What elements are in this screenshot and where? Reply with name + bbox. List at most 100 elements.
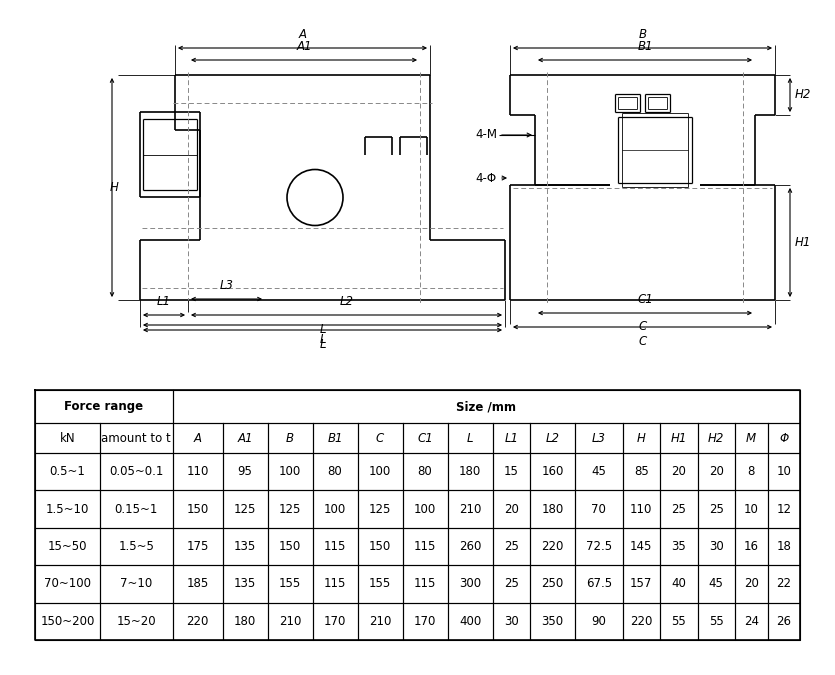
Text: 1.5~10: 1.5~10 — [46, 503, 89, 516]
Text: 125: 125 — [279, 503, 301, 516]
Text: 67.5: 67.5 — [585, 577, 612, 591]
Text: B1: B1 — [637, 40, 653, 53]
Text: A1: A1 — [296, 40, 311, 53]
Text: 70~100: 70~100 — [44, 577, 91, 591]
Text: 24: 24 — [744, 615, 759, 628]
Text: L: L — [467, 431, 473, 445]
Text: 100: 100 — [414, 503, 436, 516]
Text: 115: 115 — [324, 577, 347, 591]
Text: 160: 160 — [541, 465, 564, 478]
Text: 300: 300 — [459, 577, 481, 591]
Text: 7~10: 7~10 — [120, 577, 152, 591]
Text: L3: L3 — [220, 279, 234, 292]
Text: 95: 95 — [238, 465, 252, 478]
Text: 157: 157 — [630, 577, 652, 591]
Text: 10: 10 — [744, 503, 759, 516]
Text: 170: 170 — [324, 615, 347, 628]
Text: 20: 20 — [744, 577, 759, 591]
Text: 30: 30 — [504, 615, 519, 628]
Text: 16: 16 — [744, 540, 759, 553]
Text: 220: 220 — [186, 615, 209, 628]
Text: B: B — [639, 28, 646, 41]
Text: 400: 400 — [459, 615, 481, 628]
Text: 70: 70 — [591, 503, 606, 516]
Text: L1: L1 — [504, 431, 519, 445]
Text: 350: 350 — [541, 615, 564, 628]
Text: 15~20: 15~20 — [116, 615, 156, 628]
Text: 20: 20 — [709, 465, 724, 478]
Text: 155: 155 — [369, 577, 391, 591]
Text: 125: 125 — [234, 503, 256, 516]
Text: C1: C1 — [418, 431, 433, 445]
Text: 0.15~1: 0.15~1 — [114, 503, 158, 516]
Text: H: H — [110, 181, 119, 194]
Text: 210: 210 — [458, 503, 481, 516]
Text: 185: 185 — [186, 577, 209, 591]
Text: H1: H1 — [671, 431, 687, 445]
Text: C: C — [639, 335, 646, 348]
Text: B1: B1 — [327, 431, 342, 445]
Text: 35: 35 — [671, 540, 686, 553]
Text: 40: 40 — [671, 577, 686, 591]
Text: 25: 25 — [504, 540, 519, 553]
Text: 80: 80 — [418, 465, 433, 478]
Text: 25: 25 — [504, 577, 519, 591]
Text: 18: 18 — [777, 540, 792, 553]
Text: L1: L1 — [157, 295, 171, 308]
Text: 1.5~5: 1.5~5 — [119, 540, 154, 553]
Text: A1: A1 — [237, 431, 253, 445]
Text: 4-M: 4-M — [475, 128, 497, 142]
Text: 135: 135 — [234, 577, 256, 591]
Text: 180: 180 — [234, 615, 256, 628]
Text: 15~50: 15~50 — [48, 540, 87, 553]
Text: 0.05~0.1: 0.05~0.1 — [109, 465, 164, 478]
Text: 220: 220 — [630, 615, 652, 628]
Text: A: A — [298, 28, 306, 41]
Text: 25: 25 — [671, 503, 686, 516]
Text: 4-Φ: 4-Φ — [476, 171, 497, 184]
Text: 145: 145 — [630, 540, 652, 553]
Text: 0.5~1: 0.5~1 — [49, 465, 85, 478]
Text: 135: 135 — [234, 540, 256, 553]
Text: 90: 90 — [591, 615, 606, 628]
Text: 12: 12 — [777, 503, 792, 516]
Text: 125: 125 — [369, 503, 391, 516]
Text: C: C — [376, 431, 384, 445]
Text: 170: 170 — [414, 615, 436, 628]
Text: H1: H1 — [795, 236, 812, 249]
Text: L3: L3 — [592, 431, 605, 445]
Text: 45: 45 — [591, 465, 606, 478]
Text: kN: kN — [59, 431, 75, 445]
Text: 15: 15 — [504, 465, 519, 478]
Text: H2: H2 — [795, 88, 812, 101]
Text: 110: 110 — [630, 503, 652, 516]
Text: 25: 25 — [709, 503, 724, 516]
Text: Force range: Force range — [64, 400, 144, 413]
Text: 260: 260 — [458, 540, 481, 553]
Text: H2: H2 — [708, 431, 725, 445]
Text: 150~200: 150~200 — [40, 615, 94, 628]
Text: 180: 180 — [541, 503, 564, 516]
Text: 20: 20 — [504, 503, 519, 516]
Text: 150: 150 — [369, 540, 391, 553]
Text: L: L — [319, 338, 326, 351]
Text: L: L — [319, 333, 326, 346]
Text: 115: 115 — [414, 577, 436, 591]
Text: L2: L2 — [340, 295, 353, 308]
Text: 45: 45 — [709, 577, 724, 591]
Text: 55: 55 — [709, 615, 724, 628]
Text: 115: 115 — [324, 540, 347, 553]
Text: 26: 26 — [777, 615, 792, 628]
Text: Size /mm: Size /mm — [456, 400, 516, 413]
Text: 180: 180 — [459, 465, 481, 478]
Text: 20: 20 — [671, 465, 686, 478]
Text: 175: 175 — [186, 540, 209, 553]
Text: H: H — [637, 431, 645, 445]
Text: M: M — [746, 431, 757, 445]
Text: 22: 22 — [777, 577, 792, 591]
Text: 85: 85 — [634, 465, 649, 478]
Text: 155: 155 — [279, 577, 301, 591]
Text: L2: L2 — [545, 431, 559, 445]
Text: 72.5: 72.5 — [585, 540, 612, 553]
Text: 110: 110 — [186, 465, 209, 478]
